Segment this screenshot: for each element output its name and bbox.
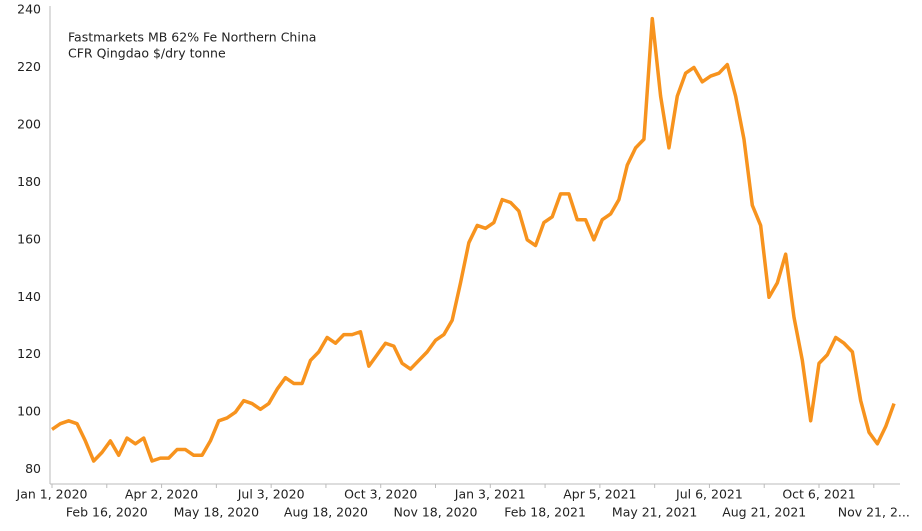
x-tick-label: Jul 6, 2021 bbox=[675, 487, 743, 502]
x-tick-label: Apr 5, 2021 bbox=[563, 487, 636, 502]
y-tick-label: 240 bbox=[17, 2, 41, 17]
x-tick-label: Feb 18, 2021 bbox=[504, 505, 586, 520]
chart-subtitle: CFR Qingdao $/dry tonne bbox=[68, 46, 226, 61]
x-tick-label: May 21, 2021 bbox=[612, 505, 697, 520]
x-tick-label: Jan 1, 2020 bbox=[16, 487, 88, 502]
x-tick-label: Jan 3, 2021 bbox=[454, 487, 526, 502]
y-tick-label: 140 bbox=[17, 289, 41, 304]
x-tick-label: Aug 18, 2020 bbox=[284, 505, 368, 520]
y-tick-label: 100 bbox=[17, 404, 41, 419]
x-tick-label: Feb 16, 2020 bbox=[66, 505, 148, 520]
x-tick-label: Nov 21, 2... bbox=[838, 505, 910, 520]
y-tick-label: 120 bbox=[17, 346, 41, 361]
y-tick-label: 80 bbox=[25, 461, 41, 476]
y-tick-label: 180 bbox=[17, 174, 41, 189]
x-tick-label: Jul 3, 2020 bbox=[237, 487, 305, 502]
x-tick-label: Nov 18, 2020 bbox=[393, 505, 477, 520]
x-tick-label: Oct 3, 2020 bbox=[344, 487, 417, 502]
price-line bbox=[51, 16, 896, 463]
x-tick-label: Oct 6, 2021 bbox=[782, 487, 855, 502]
y-tick-label: 200 bbox=[17, 116, 41, 131]
y-tick-label: 160 bbox=[17, 231, 41, 246]
y-tick-label: 220 bbox=[17, 59, 41, 74]
x-tick-label: Aug 21, 2021 bbox=[722, 505, 806, 520]
chart-title: Fastmarkets MB 62% Fe Northern China bbox=[68, 30, 316, 45]
x-tick-label: May 18, 2020 bbox=[174, 505, 260, 520]
x-tick-label: Apr 2, 2020 bbox=[125, 487, 198, 502]
